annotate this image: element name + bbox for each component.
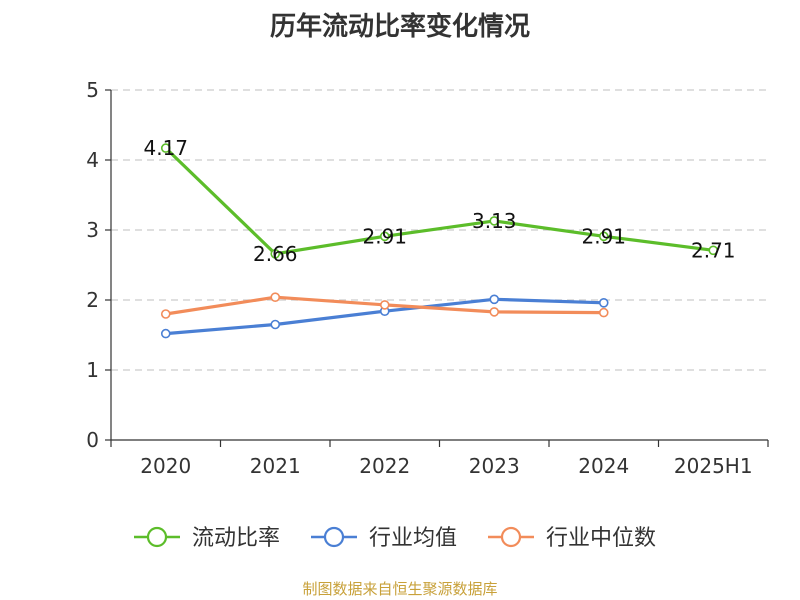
y-tick-label: 3: [86, 218, 99, 242]
legend-item: 流动比率: [134, 526, 280, 551]
y-tick-label: 5: [86, 78, 99, 102]
legend: 流动比率 行业均值 行业中位数: [134, 526, 656, 551]
data-point: [160, 309, 171, 319]
data-point: [708, 245, 719, 256]
grid-lines: [111, 89, 768, 371]
data-point: [598, 307, 609, 318]
data-point: [270, 292, 281, 303]
axes: 0 1 2 3 4 5 2020 2021 2022 2023 2024 2025H1: [86, 78, 769, 478]
legend-label: 行业均值: [369, 526, 457, 551]
y-tick-label: 0: [86, 428, 99, 452]
series-layer: [160, 143, 719, 339]
data-label: 3.13: [472, 209, 517, 233]
data-point: [160, 328, 171, 339]
data-label: 2.66: [253, 242, 298, 266]
data-label: 2.91: [581, 224, 626, 248]
legend-marker: [323, 526, 345, 548]
data-labels: 4.17 2.66 2.91 3.13 2.91 2.71: [143, 136, 735, 266]
series-line: [164, 146, 714, 256]
legend-label: 行业中位数: [546, 526, 656, 551]
legend-marker: [146, 526, 168, 548]
legend-item: 行业中位数: [488, 526, 656, 551]
x-tick-label: 2023: [469, 454, 520, 478]
data-point: [489, 307, 500, 317]
data-point: [160, 143, 171, 153]
x-tick-label: 2021: [250, 454, 301, 478]
data-label: 2.91: [362, 224, 407, 248]
series-2: [160, 292, 609, 319]
data-point: [379, 300, 390, 310]
chart-title: 历年流动比率变化情况: [269, 12, 530, 42]
data-point: [270, 319, 281, 330]
data-point: [489, 216, 500, 226]
data-label: 2.71: [691, 238, 736, 262]
legend-item: 行业均值: [311, 526, 457, 551]
y-tick-label: 1: [86, 358, 99, 382]
x-tick-label: 2025H1: [674, 454, 753, 478]
data-point: [598, 231, 609, 242]
legend-marker: [500, 526, 522, 548]
source-note: 制图数据来自恒生聚源数据库: [302, 580, 498, 598]
legend-label: 流动比率: [192, 526, 280, 551]
data-label: 4.17: [143, 136, 188, 160]
data-point: [489, 294, 500, 305]
x-tick-label: 2022: [359, 454, 410, 478]
x-tick-label: 2020: [140, 454, 191, 478]
x-tick-label: 2024: [578, 454, 629, 478]
series-0: [160, 143, 719, 259]
data-point: [270, 249, 281, 259]
y-tick-label: 4: [86, 148, 99, 172]
data-point: [598, 297, 609, 308]
data-point: [379, 231, 390, 242]
y-tick-label: 2: [86, 288, 99, 312]
